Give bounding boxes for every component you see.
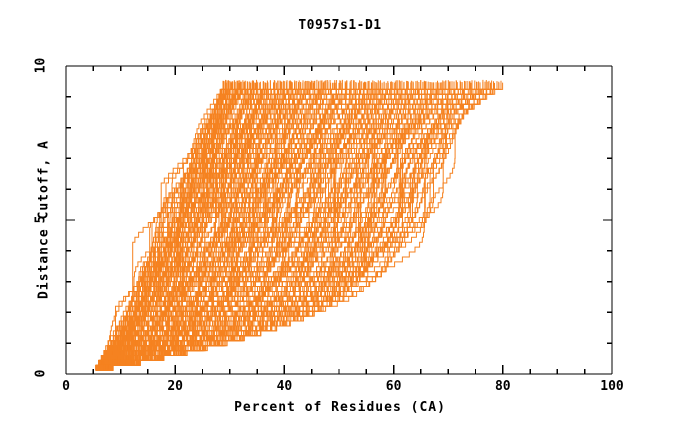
data-curve [97, 81, 417, 371]
x-tick-label: 0 [62, 379, 70, 394]
data-curve [98, 82, 434, 371]
data-curve [97, 82, 324, 371]
data-curve [96, 80, 258, 371]
data-curve [96, 80, 370, 371]
y-tick-label: 0 [33, 369, 49, 378]
data-curves [95, 79, 504, 371]
data-curve [98, 80, 461, 371]
x-tick-label: 20 [167, 379, 184, 394]
data-curve [99, 82, 463, 371]
data-curve [97, 80, 379, 371]
chart-title: T0957s1-D1 [298, 18, 382, 33]
data-curve [97, 82, 367, 371]
axis-frame [65, 65, 613, 375]
data-curve [98, 82, 504, 371]
data-curve [98, 81, 500, 371]
x-tick-label: 100 [600, 379, 624, 394]
x-tick-label: 40 [276, 379, 293, 394]
data-curve [97, 81, 450, 371]
data-curve [98, 81, 478, 371]
y-tick-label: 10 [33, 57, 49, 74]
data-curve [98, 80, 457, 371]
x-axis-title: Percent of Residues (CA) [234, 400, 446, 415]
x-tick-label: 80 [494, 379, 511, 394]
x-tick-label: 60 [385, 379, 402, 394]
data-curve [95, 80, 235, 371]
data-curve [97, 82, 351, 371]
y-tick-label: 5 [33, 215, 49, 224]
data-curve [97, 82, 389, 371]
